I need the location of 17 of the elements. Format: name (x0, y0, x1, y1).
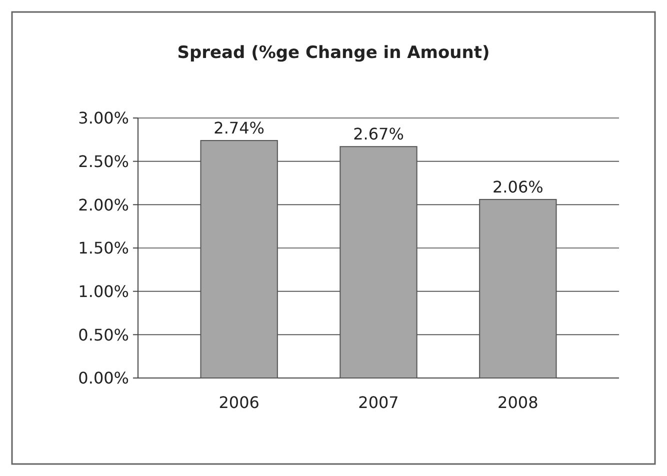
bar (200, 140, 278, 378)
bar (340, 146, 418, 378)
y-tick-label: 2.00% (78, 195, 129, 214)
chart-title: Spread (%ge Change in Amount) (177, 43, 490, 63)
data-label: 2.74% (214, 118, 264, 138)
bar (479, 198, 557, 378)
y-tick-label: 3.00% (78, 108, 129, 128)
y-tick-label: 2.50% (78, 152, 129, 171)
x-tick-label: 2007 (358, 393, 399, 412)
y-tick-label: 1.00% (78, 282, 129, 301)
x-tick-label: 2008 (498, 393, 538, 412)
data-label: 2.06% (492, 177, 544, 196)
data-label: 2.67% (353, 124, 404, 144)
y-tick-label: 0.50% (78, 325, 129, 344)
y-tick-label: 1.50% (78, 238, 129, 258)
y-tick-label: 0.00% (78, 368, 129, 388)
x-tick-label: 2006 (218, 393, 260, 412)
